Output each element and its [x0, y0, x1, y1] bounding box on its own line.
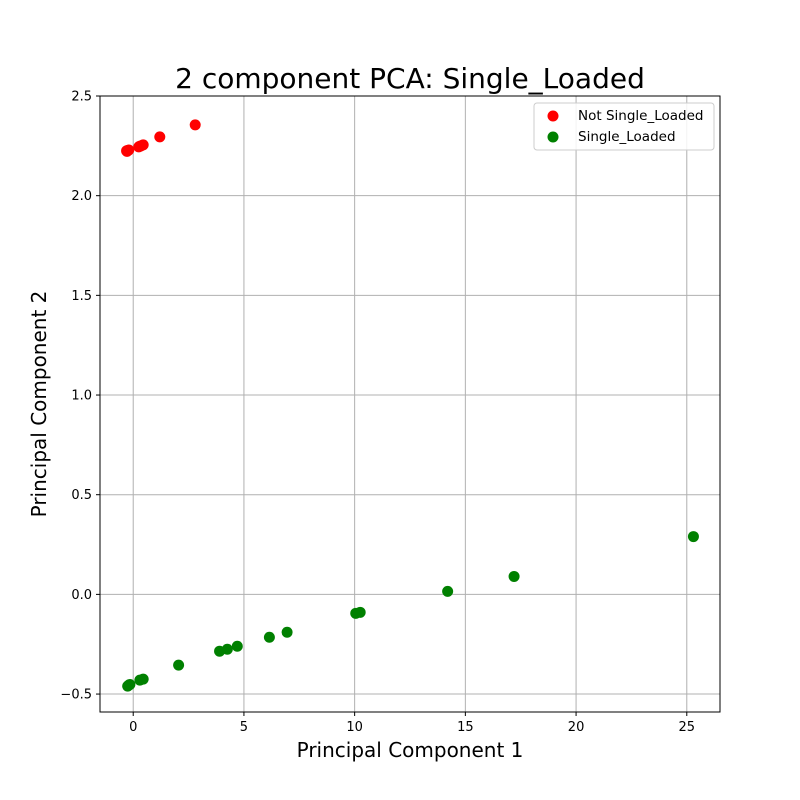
data-point	[687, 531, 699, 543]
data-point	[442, 585, 454, 597]
data-point	[189, 119, 201, 131]
data-point	[263, 631, 275, 643]
y-tick-label: 0.5	[71, 488, 92, 503]
x-tick-label: 15	[457, 720, 474, 735]
legend-marker-not-single-loaded	[547, 110, 559, 122]
data-point	[137, 139, 149, 151]
data-point	[231, 640, 243, 652]
y-axis-label: Principal Component 2	[27, 291, 51, 518]
data-point	[121, 145, 133, 157]
grid-lines	[100, 95, 720, 712]
x-axis-label: Principal Component 1	[297, 738, 524, 762]
chart-title: 2 component PCA: Single_Loaded	[175, 62, 645, 95]
legend-box	[533, 102, 715, 151]
y-tick-label: 2.0	[71, 189, 92, 204]
y-tick-label: 1.0	[71, 389, 92, 404]
data-point	[354, 606, 366, 618]
y-tick-label: 1.5	[71, 289, 92, 304]
data-point	[173, 659, 185, 671]
legend-marker-single-loaded	[547, 131, 559, 143]
y-tick-label: 0.0	[71, 588, 92, 603]
data-point	[281, 626, 293, 638]
legend-label-not-single-loaded: Not Single_Loaded	[578, 108, 703, 124]
data-point	[137, 673, 149, 685]
legend-label-single-loaded: Single_Loaded	[578, 129, 676, 145]
y-tick-label: 2.5	[71, 90, 92, 105]
legend: Not Single_Loaded Single_Loaded	[533, 102, 715, 151]
x-tick-label: 10	[346, 720, 363, 735]
data-point	[124, 678, 136, 690]
axis-ticks: 0 5 10 15 20 25 −0.5 0.0 0.5 1.0 1.5 2.0 2.5	[60, 90, 695, 736]
x-tick-label: 5	[240, 720, 248, 735]
data-point	[154, 131, 166, 143]
data-point	[221, 643, 233, 655]
data-points	[121, 119, 699, 692]
x-tick-label: 25	[679, 720, 696, 735]
x-tick-label: 20	[568, 720, 585, 735]
plot-area-frame	[99, 95, 721, 713]
y-tick-label: −0.5	[60, 688, 92, 703]
data-point	[508, 570, 520, 582]
x-tick-label: 0	[129, 720, 137, 735]
